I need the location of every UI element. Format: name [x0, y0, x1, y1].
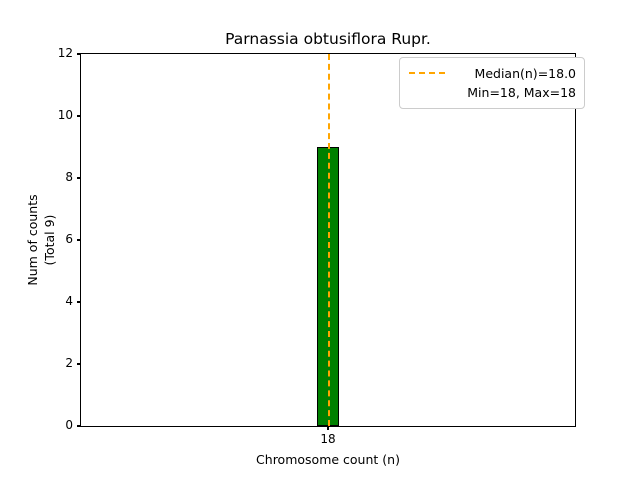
- y-tick-label: 10: [57, 108, 73, 122]
- y-tick-mark: [77, 53, 81, 55]
- legend-entry-minmax: Min=18, Max=18: [408, 83, 576, 102]
- y-tick-label: 6: [65, 232, 73, 246]
- y-tick-mark: [77, 425, 81, 427]
- legend-label-median: Median(n)=18.0: [474, 66, 576, 81]
- chart-legend: Median(n)=18.0 Min=18, Max=18: [399, 57, 585, 109]
- y-tick-mark: [77, 301, 81, 303]
- y-tick-mark: [77, 363, 81, 365]
- plot-area: 0 2 4 6 8 10 12 18: [58, 46, 576, 446]
- legend-entry-median: Median(n)=18.0: [408, 64, 576, 83]
- y-tick-label: 8: [65, 170, 73, 184]
- y-axis-label-line2: (Total 9): [42, 214, 57, 266]
- legend-dash-icon: [408, 64, 446, 83]
- y-tick-mark: [77, 239, 81, 241]
- y-tick-label: 12: [57, 46, 73, 60]
- y-tick-mark: [77, 177, 81, 179]
- chart-title: Parnassia obtusiflora Rupr.: [225, 30, 431, 48]
- y-tick-mark: [77, 115, 81, 117]
- y-tick-label: 2: [65, 356, 73, 370]
- y-tick-label: 4: [65, 294, 73, 308]
- median-line: [328, 54, 330, 426]
- y-axis-label-line1: Num of counts: [25, 194, 40, 286]
- x-axis-label: Chromosome count (n): [256, 452, 400, 467]
- y-tick-label: 0: [65, 418, 73, 432]
- x-tick-label: 18: [320, 432, 336, 446]
- legend-label-minmax: Min=18, Max=18: [467, 85, 576, 100]
- x-tick-mark: [327, 426, 329, 430]
